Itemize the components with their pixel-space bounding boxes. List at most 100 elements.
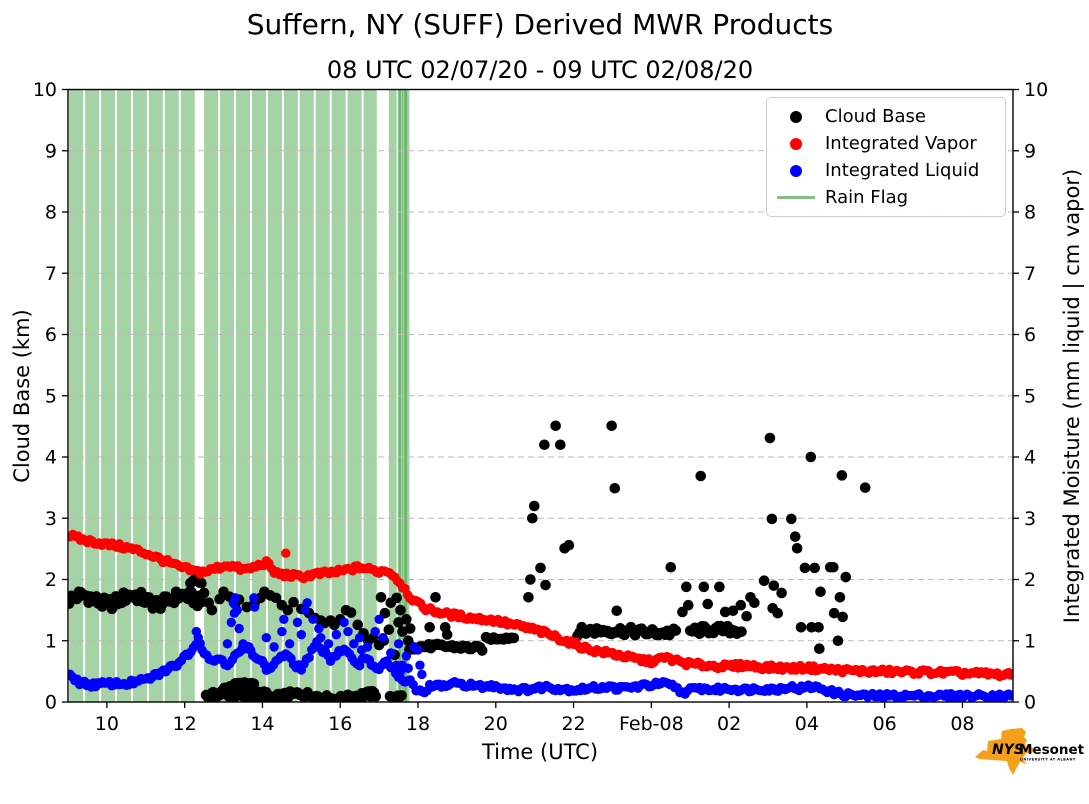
legend-item-rain-flag: Rain Flag: [767, 184, 999, 211]
integrated-liquid-point: [1006, 691, 1013, 701]
integrated-vapor-series: [68, 529, 1013, 682]
cloud-base-point: [401, 614, 412, 625]
legend-item-integrated-liquid: Integrated Liquid: [767, 157, 999, 184]
integrated-liquid-point: [415, 660, 425, 670]
integrated-vapor-dot-icon: [767, 137, 825, 150]
y-left-tick-label: 1: [45, 630, 57, 652]
cloud-base-point: [375, 591, 387, 603]
rain-flag-span: [220, 89, 235, 702]
integrated-liquid-point: [226, 617, 237, 628]
integrated-liquid-point: [323, 639, 334, 649]
cloud-base-point: [840, 571, 852, 583]
integrated-liquid-point: [292, 617, 303, 628]
x-axis-label: Time (UTC): [481, 740, 599, 764]
cloud-base-point: [809, 562, 820, 574]
cloud-base-point: [396, 690, 407, 701]
cloud-base-point: [789, 531, 801, 542]
cloud-base-point: [786, 513, 797, 525]
integrated-liquid-point: [234, 623, 244, 634]
x-tick-label: 08: [950, 713, 974, 735]
cloud-base-point: [834, 591, 846, 603]
cloud-base-point: [665, 561, 677, 573]
integrated-liquid-point: [362, 642, 373, 652]
rain-flag-span: [267, 89, 282, 702]
x-tick-label: 22: [561, 713, 585, 735]
cloud-base-point: [681, 581, 692, 593]
cloud-base-point: [735, 599, 747, 611]
integrated-vapor-point: [281, 548, 291, 558]
cloud-base-point: [727, 605, 739, 617]
integrated-liquid-point: [304, 652, 314, 663]
integrated-liquid-point: [354, 661, 365, 671]
integrated-liquid-point: [349, 639, 359, 649]
cloud-base-point: [764, 432, 776, 444]
cloud-base-point: [741, 610, 752, 622]
rain-flag-span: [402, 89, 408, 702]
cloud-base-point: [828, 561, 839, 573]
x-tick-label: 20: [484, 713, 508, 735]
cloud-base-point: [270, 592, 282, 604]
integrated-liquid-point: [230, 593, 240, 603]
cloud-base-point: [430, 591, 441, 603]
legend-label: Rain Flag: [825, 187, 909, 208]
integrated-liquid-point: [302, 598, 312, 608]
axis-ticks: 10 12 14 16 18 20 22 Feb-08 02 04 06 08012345678910…: [33, 79, 1048, 735]
cloud-base-point: [379, 607, 391, 619]
x-tick-label: 18: [406, 713, 430, 735]
cloud-base-point: [698, 581, 710, 593]
cloud-base-point: [194, 577, 205, 588]
nys-text-plate: [990, 743, 1018, 756]
logo-tagline-text: UNIVERSITY AT ALBANY: [1020, 758, 1076, 762]
cloud-base-point: [714, 581, 725, 593]
integrated-liquid-point: [386, 648, 396, 658]
integrated-liquid-point: [232, 605, 242, 615]
cloud-base-point: [609, 482, 621, 494]
integrated-liquid-point: [269, 642, 279, 652]
cloud-base-point: [441, 629, 453, 640]
integrated-liquid-point: [339, 617, 349, 628]
y-left-tick-label: 9: [45, 140, 57, 162]
cloud-base-point: [749, 597, 760, 609]
cloud-base-point: [550, 420, 561, 432]
cloud-base-point: [527, 512, 538, 524]
integrated-vapor-point: [1006, 670, 1013, 680]
x-tick-label: 14: [250, 713, 274, 735]
cloud-base-point: [391, 592, 402, 604]
x-tick-label: 10: [95, 713, 119, 735]
y-axis-label-left: Cloud Base (km): [10, 309, 34, 483]
cloud-base-point: [248, 678, 260, 690]
page-title: Suffern, NY (SUFF) Derived MWR Products: [246, 8, 834, 41]
nys-mesonet-logo: NYS Mesonet UNIVERSITY AT ALBANY: [975, 728, 1084, 775]
cloud-base-point: [719, 606, 731, 618]
y-left-tick-label: 8: [45, 202, 57, 224]
cloud-base-point: [288, 596, 299, 608]
cloud-base-point: [282, 604, 294, 616]
x-tick-label: 06: [873, 713, 897, 735]
integrated-liquid-point: [354, 632, 365, 643]
integrated-liquid-point: [370, 626, 380, 637]
cloud-base-point: [198, 587, 210, 599]
integrated-liquid-point: [249, 602, 260, 612]
x-tick-label: 04: [795, 713, 819, 735]
cloud-base-point: [352, 619, 364, 631]
cloud-base-point: [813, 621, 824, 633]
x-tick-label: 12: [173, 713, 197, 735]
cloud-base-point: [370, 691, 382, 702]
cloud-base-point: [206, 604, 218, 616]
cloud-base-point: [535, 562, 546, 574]
y-right-tick-label: 5: [1024, 385, 1036, 407]
y-axis-label-right: Integrated Moisture (mm liquid | cm vapo…: [1060, 168, 1084, 624]
cloud-base-point: [539, 439, 550, 451]
logo-nys-text: NYS: [992, 742, 1024, 758]
cloud-base-point: [772, 607, 784, 619]
cloud-base-point: [345, 607, 357, 618]
legend-label: Integrated Vapor: [825, 133, 977, 154]
integrated-liquid-point: [378, 632, 388, 643]
cloud-base-point: [815, 586, 826, 598]
cloud-base-point: [702, 598, 714, 610]
cloud-base-point: [395, 604, 406, 616]
legend-label: Integrated Liquid: [825, 160, 980, 181]
y-right-tick-label: 1: [1024, 630, 1036, 652]
integrated-liquid-point: [249, 593, 259, 603]
